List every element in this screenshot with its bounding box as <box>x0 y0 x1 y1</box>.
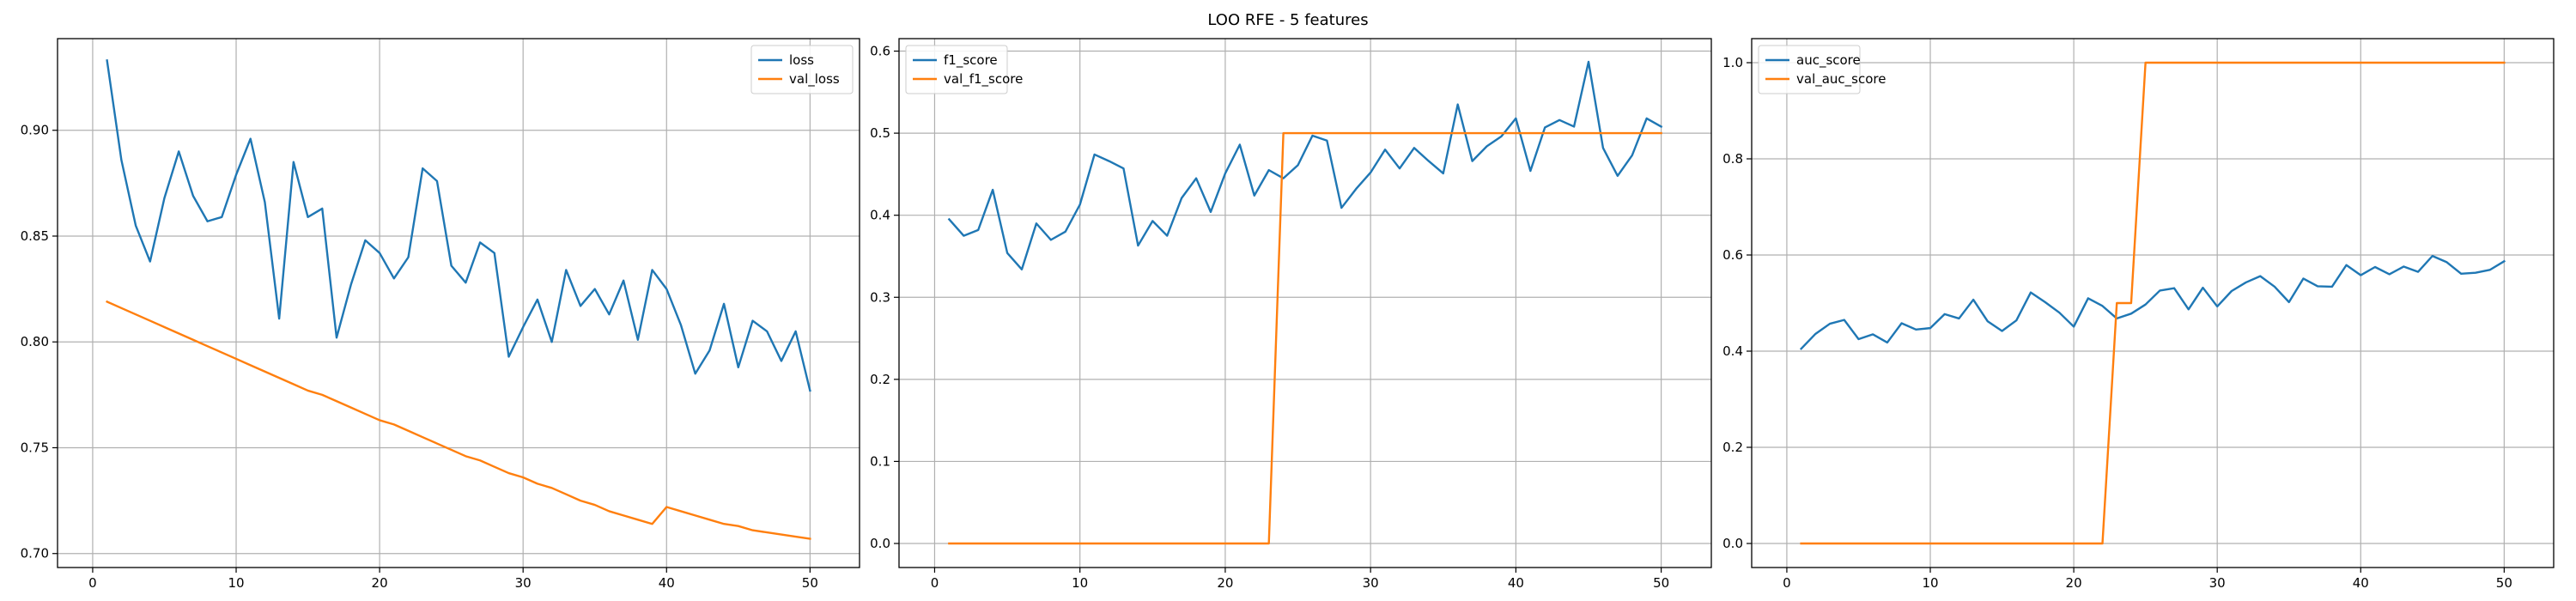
x-tick-label: 0 <box>88 575 97 591</box>
loss-subplot: 0 10 20 30 40 50 0.70 0.75 0.80 0.85 0.90 loss val_l… <box>21 38 860 591</box>
y-tick-label: 0.0 <box>1722 536 1743 551</box>
x-tick-label: 30 <box>1363 575 1379 591</box>
x-tick-label: 10 <box>1922 575 1938 591</box>
axes-frame <box>1751 38 2555 568</box>
loss-series-line <box>106 59 811 392</box>
legend: f1_score val_f1_score <box>905 45 1023 94</box>
x-tick-label: 20 <box>2066 575 2082 591</box>
x-tick-label: 0 <box>931 575 939 591</box>
x-tick-label: 40 <box>1508 575 1524 591</box>
legend-box <box>750 45 854 94</box>
x-tick-label: 20 <box>1217 575 1233 591</box>
axes-frame <box>57 38 860 568</box>
y-tick-label: 1.0 <box>1722 55 1743 70</box>
y-tick-label: 0.8 <box>1722 151 1743 167</box>
y-tick-label: 0.2 <box>870 372 890 387</box>
legend-box <box>1758 45 1861 94</box>
figure-title: LOO RFE - 5 features <box>1207 11 1368 29</box>
x-tick-label: 30 <box>2209 575 2226 591</box>
x-tick-label: 30 <box>515 575 532 591</box>
y-tick-label: 0.0 <box>870 536 890 551</box>
val-f1-score-legend-label: val_f1_score <box>944 71 1023 88</box>
y-tick-label: 0.3 <box>870 289 890 305</box>
loss-legend-label: loss <box>789 52 814 68</box>
val-f1-score-series-line <box>948 131 1662 545</box>
x-tick-label: 0 <box>1783 575 1791 591</box>
y-tick-label: 0.2 <box>1722 440 1743 455</box>
f1-score-series-line <box>947 60 1663 270</box>
x-tick-label: 50 <box>1653 575 1669 591</box>
val-auc-score-series-line <box>1800 61 2506 545</box>
y-tick-label: 0.75 <box>21 440 49 455</box>
legend: auc_score val_auc_score <box>1758 45 1886 94</box>
x-tick-label: 10 <box>228 575 244 591</box>
x-tick-label: 40 <box>2353 575 2369 591</box>
axes-frame <box>898 38 1712 568</box>
auc-score-legend-label: auc_score <box>1796 52 1861 69</box>
x-tick-label: 10 <box>1072 575 1088 591</box>
x-tick-label: 50 <box>802 575 818 591</box>
x-tick-label: 20 <box>372 575 388 591</box>
x-tick-label: 50 <box>2496 575 2512 591</box>
y-tick-label: 0.6 <box>870 44 890 59</box>
y-tick-label: 0.85 <box>21 228 49 244</box>
y-tick-label: 0.6 <box>1722 247 1743 263</box>
y-tick-label: 0.80 <box>21 334 49 349</box>
x-tick-label: 40 <box>659 575 675 591</box>
y-tick-label: 0.5 <box>870 125 890 141</box>
val-loss-legend-label: val_loss <box>789 71 840 88</box>
y-tick-label: 0.90 <box>21 123 49 138</box>
val-auc-score-legend-label: val_auc_score <box>1796 71 1886 88</box>
f1-score-legend-label: f1_score <box>944 52 998 69</box>
legend-box <box>905 45 1008 94</box>
y-tick-label: 0.1 <box>870 453 890 469</box>
auc-score-subplot: 0 10 20 30 40 50 0.0 0.2 0.4 0.6 0.8 1.0 auc_scoreva… <box>1722 38 2555 591</box>
y-tick-label: 0.70 <box>21 546 49 562</box>
auc-score-series-line <box>1799 254 2506 350</box>
legend: loss val_loss <box>750 45 854 94</box>
f1-score-subplot: 0 10 20 30 40 50 0.0 0.1 0.2 0.3 0.4 0.5 0.6 f1_score… <box>870 38 1712 591</box>
y-tick-label: 0.4 <box>870 208 890 223</box>
val-loss-series-line <box>106 300 811 540</box>
y-tick-label: 0.4 <box>1722 343 1743 359</box>
